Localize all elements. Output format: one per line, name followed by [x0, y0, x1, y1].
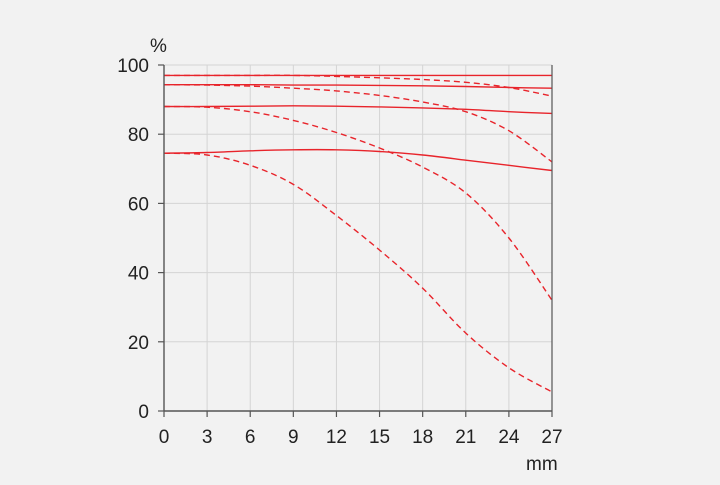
series-line-8-dashed	[163, 152, 553, 393]
y-axis-unit-label: %	[150, 36, 167, 57]
x-tick-label: 27	[541, 427, 562, 448]
axes	[158, 64, 553, 417]
y-tick-label: 60	[128, 194, 149, 215]
series-line-3-solid	[164, 83, 553, 89]
x-tick-label: 18	[412, 427, 433, 448]
y-tick-label: 100	[117, 56, 149, 77]
series-line-5-solid	[163, 105, 553, 115]
y-tick-label: 20	[128, 333, 149, 354]
x-tick-label: 15	[369, 427, 390, 448]
axis-labels: % mm 0 3 6 9 12 15 18 21 24 27 0 20 40 60 80 100	[117, 36, 562, 475]
x-tick-label: 9	[288, 427, 299, 448]
x-tick-label: 21	[455, 427, 476, 448]
series-line-7-solid	[163, 148, 553, 172]
series-lines	[163, 74, 553, 393]
x-axis-unit-label: mm	[526, 454, 558, 475]
x-tick-label: 12	[326, 427, 347, 448]
x-tick-label: 0	[159, 427, 170, 448]
x-tick-label: 3	[202, 427, 213, 448]
series-line-6-dashed	[163, 105, 553, 301]
series-line-4-dashed	[163, 84, 553, 163]
y-tick-label: 80	[128, 125, 149, 146]
series-line-2-dashed	[164, 74, 553, 97]
y-tick-label: 40	[128, 264, 149, 285]
grid	[164, 64, 553, 411]
x-tick-label: 6	[245, 427, 256, 448]
y-tick-label: 0	[138, 402, 149, 423]
x-tick-label: 24	[498, 427, 520, 448]
